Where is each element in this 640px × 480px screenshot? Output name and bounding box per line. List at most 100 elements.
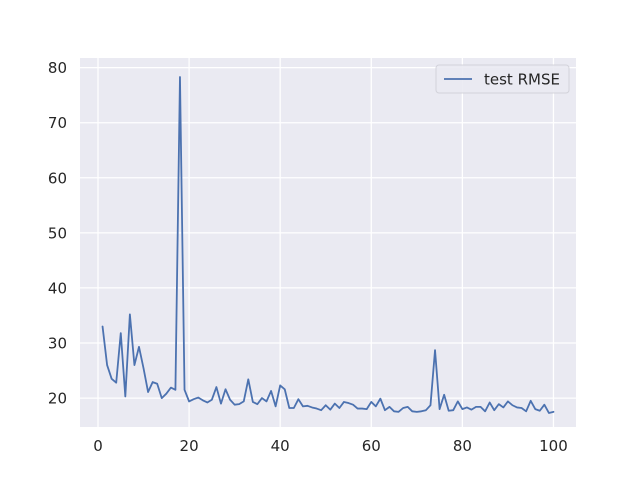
data-point [366,408,368,410]
y-tick-label: 40 [48,279,67,297]
data-point [197,396,199,399]
data-point [256,403,259,405]
data-point [129,313,131,315]
data-point [275,405,277,407]
data-point [552,411,555,413]
x-tick-label: 40 [271,437,290,455]
data-point [202,399,204,401]
data-point [156,383,158,385]
data-point [147,391,149,393]
data-point [466,406,468,409]
data-point [211,399,213,401]
data-point [470,409,473,411]
y-tick-label: 20 [48,390,67,408]
data-point [475,406,477,408]
y-tick-label: 60 [48,169,67,187]
legend: test RMSE [435,64,570,94]
data-point [530,400,532,402]
data-point [484,410,486,412]
data-point [261,397,263,399]
data-point [133,364,136,366]
data-point [120,332,122,334]
data-point [520,407,523,409]
data-point [357,407,359,410]
data-point [329,409,331,411]
x-tick-label: 0 [93,437,103,455]
data-point [539,410,541,412]
data-point [293,407,295,409]
data-point [411,410,413,412]
data-point [338,407,340,409]
data-point [448,410,450,412]
data-point [206,401,208,404]
data-point [234,404,236,406]
data-point [397,411,400,413]
data-point [279,384,281,387]
data-point [311,406,313,409]
data-point [516,406,518,409]
data-point [224,388,227,390]
x-axis: 0 20 40 60 80 100 [93,437,568,455]
data-point [489,401,491,404]
data-point [297,398,299,400]
data-point [425,409,427,411]
data-point [375,405,377,407]
plot-background [80,58,576,427]
data-point [434,349,436,351]
x-tick-label: 60 [362,437,381,455]
data-point [152,381,154,383]
data-point [343,401,345,403]
data-point [284,388,286,390]
data-point [334,402,336,405]
x-tick-label: 80 [453,437,472,455]
data-point [193,398,195,400]
data-point [161,397,163,399]
data-point [215,386,218,388]
data-point [229,399,231,401]
data-point [384,409,386,411]
data-point [511,404,514,406]
data-point [138,346,140,348]
data-point [288,407,290,409]
data-point [106,364,108,366]
data-point [457,400,459,402]
data-point [429,404,432,406]
legend-label: test RMSE [484,71,560,89]
data-point [265,400,268,402]
data-point [188,400,190,402]
data-point [115,382,117,384]
data-point [502,406,504,409]
data-point [179,76,181,78]
data-point [316,407,318,410]
data-point [243,400,245,402]
data-point [402,407,404,409]
data-point [416,411,418,413]
data-point [498,403,500,405]
y-tick-label: 30 [48,335,67,353]
data-point [452,409,454,411]
data-point [111,378,113,380]
data-point [370,401,372,403]
data-point [252,401,254,403]
data-point [388,406,391,408]
data-point [443,394,445,396]
data-point [101,325,104,328]
x-tick-label: 100 [539,437,568,455]
data-point [507,400,509,402]
series-line [101,76,555,414]
data-point [347,402,350,404]
data-point [183,389,186,391]
data-point [220,402,222,405]
data-point [493,409,495,411]
data-point [247,378,249,380]
data-point [325,404,327,406]
data-point [407,406,409,408]
data-point [238,403,240,405]
data-point [438,408,441,410]
data-point [142,367,145,369]
data-point [352,404,354,406]
data-point [361,407,363,410]
x-tick-label: 20 [180,437,199,455]
y-tick-label: 80 [48,59,67,77]
